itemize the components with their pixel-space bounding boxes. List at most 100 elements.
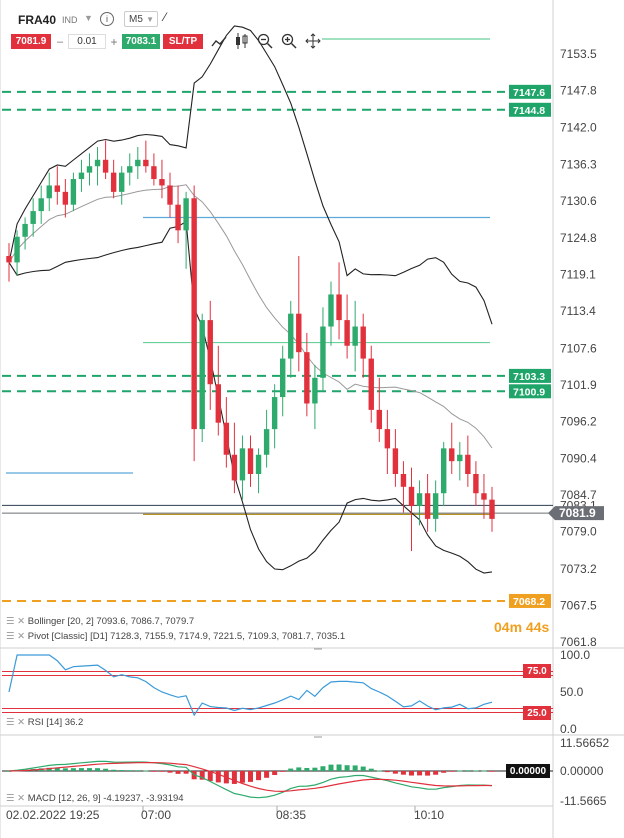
macd-histogram-bar: [63, 768, 68, 771]
candle-body: [6, 256, 11, 262]
candle-body: [336, 294, 341, 320]
legend-menu-icon[interactable]: ☰: [6, 631, 15, 642]
price-tick-label: 7107.6: [560, 341, 597, 355]
lot-plus-button[interactable]: +: [107, 34, 121, 49]
candle-body: [377, 410, 382, 429]
time-label-1010: 10:10: [414, 808, 444, 822]
candle-body: [111, 173, 116, 192]
macd-tick-zero: 0.00000: [560, 764, 603, 778]
price-tick-label: 7136.3: [560, 157, 597, 171]
sl-tp-button[interactable]: SL/TP: [163, 34, 203, 49]
candles-icon[interactable]: [234, 32, 250, 50]
candle-body: [30, 211, 35, 224]
candle-body: [248, 448, 253, 474]
macd-histogram-bar: [481, 771, 486, 772]
candle-body: [55, 185, 60, 191]
symbol-dropdown-icon[interactable]: ▼: [84, 13, 93, 23]
macd-histogram-bar: [95, 768, 100, 771]
bollinger-legend[interactable]: ☰ ✕ Bollinger [20, 2] 7093.6, 7086.7, 70…: [6, 616, 194, 627]
candle-body: [39, 198, 44, 211]
draw-tool-icon[interactable]: ⁄: [164, 10, 166, 24]
macd-histogram-bar: [79, 768, 84, 771]
legend-menu-icon[interactable]: ☰: [6, 717, 15, 728]
candle-body: [79, 173, 84, 179]
bid-price-badge-label: 7081.9: [559, 506, 596, 520]
candle-body: [240, 448, 245, 480]
macd-legend[interactable]: ☰ ✕ MACD [12, 26, 9] -4.19237, -3.93194: [6, 793, 184, 804]
macd-histogram-bar: [369, 769, 374, 771]
candle-body: [175, 205, 180, 231]
legend-close-icon[interactable]: ✕: [17, 793, 25, 804]
level-badge-label: 7068.2: [513, 596, 545, 608]
candle-body: [425, 493, 430, 519]
candle-body: [328, 294, 333, 326]
candle-body: [119, 173, 124, 192]
rsi-panel: [2, 655, 553, 715]
candle-body: [361, 327, 366, 359]
macd-histogram-bar: [232, 771, 237, 784]
macd-tick-bottom: -11.5665: [560, 794, 606, 808]
macd-histogram-bar: [71, 768, 76, 771]
candle-body: [167, 185, 172, 204]
rsi-legend[interactable]: ☰ ✕ RSI [14] 36.2: [6, 717, 83, 728]
candle-body: [409, 487, 414, 506]
symbol-label[interactable]: FRA40: [18, 13, 56, 27]
macd-histogram-bar: [127, 770, 132, 771]
macd-histogram-bar: [425, 771, 430, 776]
time-label-0835: 08:35: [276, 808, 306, 822]
lot-minus-button[interactable]: –: [53, 34, 67, 49]
price-tick-label: 7124.8: [560, 231, 597, 245]
timeframe-label: M5: [129, 14, 143, 25]
legend-menu-icon[interactable]: ☰: [6, 616, 15, 627]
candle-body: [481, 493, 486, 499]
candle-body: [224, 423, 229, 455]
market-label: IND: [62, 15, 78, 25]
macd-histogram-bar: [449, 771, 454, 772]
macd-histogram-bar: [159, 771, 164, 772]
candle-body: [449, 448, 454, 461]
time-label-start: 02.02.2022 19:25: [6, 808, 99, 822]
price-tick-label: 7147.8: [560, 84, 597, 98]
legend-close-icon[interactable]: ✕: [17, 631, 25, 642]
candle-body: [256, 455, 261, 474]
candle-body: [71, 179, 76, 205]
price-tick-label: 7096.2: [560, 414, 597, 428]
candle-body: [216, 384, 221, 422]
pivot-legend[interactable]: ☰ ✕ Pivot [Classic] [D1] 7128.3, 7155.9,…: [6, 631, 345, 642]
timeframe-select[interactable]: M5 ▼: [124, 11, 158, 27]
candle-body: [320, 327, 325, 378]
sell-button[interactable]: 7081.9: [11, 34, 51, 49]
candle-body: [208, 320, 213, 384]
price-axis: 7153.57147.87142.07136.37130.67124.87119…: [509, 47, 604, 649]
price-tick-label: 7101.9: [560, 378, 597, 392]
lot-size-input[interactable]: 0.01: [68, 34, 106, 49]
candle-body: [159, 179, 164, 185]
price-tick-label: 7130.6: [560, 194, 597, 208]
zoom-out-icon[interactable]: [257, 33, 273, 49]
level-badge-label: 7103.3: [513, 371, 545, 383]
legend-menu-icon[interactable]: ☰: [6, 793, 15, 804]
line-chart-icon[interactable]: [211, 35, 227, 49]
macd-histogram-bar: [103, 769, 108, 771]
pivot-legend-text: Pivot [Classic] [D1] 7128.3, 7155.9, 717…: [28, 631, 345, 642]
legend-close-icon[interactable]: ✕: [17, 616, 25, 627]
macd-histogram-bar: [135, 770, 140, 771]
macd-histogram-bar: [240, 771, 245, 783]
candle-body: [489, 500, 494, 519]
move-icon[interactable]: [305, 33, 321, 49]
price-tick-label: 7079.0: [560, 525, 597, 539]
macd-histogram-bar: [264, 771, 269, 778]
macd-histogram-bar: [296, 767, 301, 771]
zoom-in-icon[interactable]: [281, 33, 297, 49]
buy-button[interactable]: 7083.1: [122, 34, 160, 49]
candle-body: [95, 160, 100, 166]
macd-histogram-bar: [288, 769, 293, 771]
rsi-tick-100: 100.0: [560, 648, 590, 662]
macd-histogram-bar: [329, 765, 334, 771]
rsi-legend-text: RSI [14] 36.2: [28, 717, 83, 728]
macd-histogram-bar: [441, 771, 446, 773]
info-icon[interactable]: i: [100, 12, 114, 26]
candle-body: [385, 429, 390, 448]
candle-body: [457, 455, 462, 461]
legend-close-icon[interactable]: ✕: [17, 717, 25, 728]
